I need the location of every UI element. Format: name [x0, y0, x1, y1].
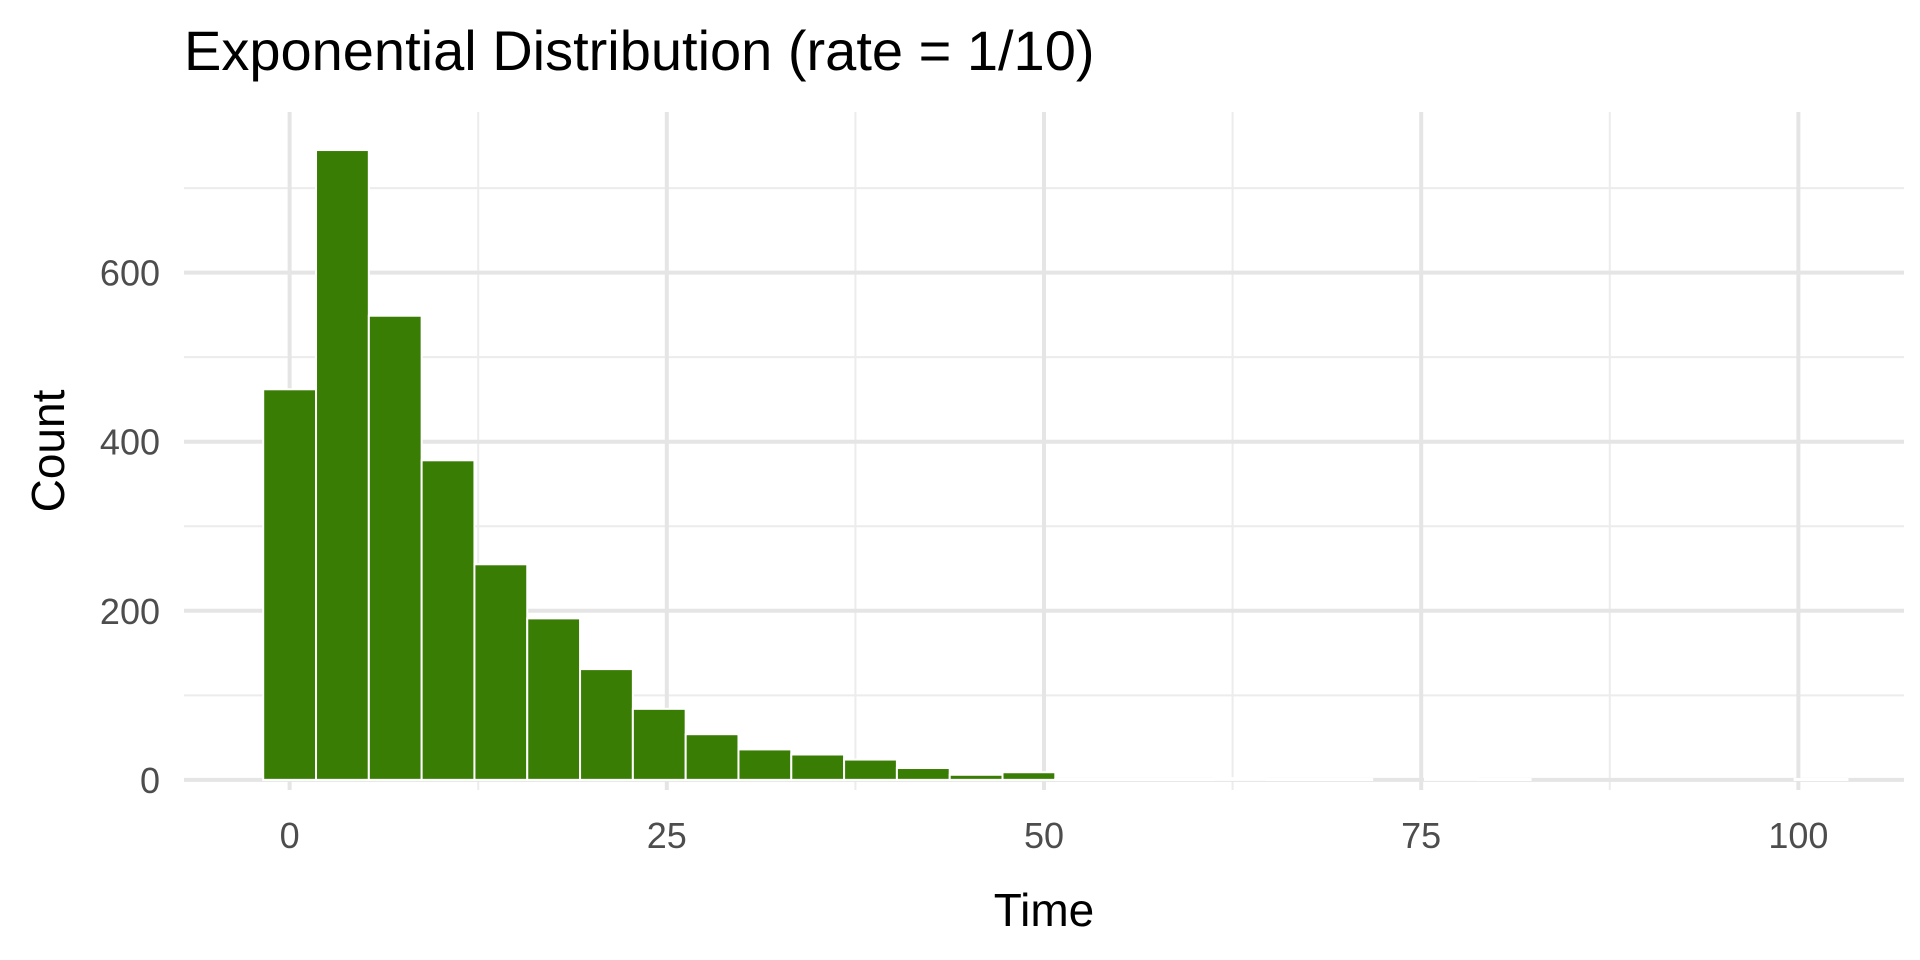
histogram-bar [315, 149, 370, 781]
histogram-bar [1001, 771, 1057, 781]
x-tick-label: 25 [647, 815, 687, 856]
histogram-bar [1107, 778, 1162, 782]
y-tick-label: 0 [140, 760, 160, 801]
histogram-bar [1476, 778, 1532, 782]
y-tick-label: 200 [100, 591, 160, 632]
y-axis-tick-labels: 0 200 400 600 [100, 253, 160, 801]
histogram-bar [684, 733, 740, 781]
histogram-bar [420, 459, 476, 781]
x-tick-label: 0 [280, 815, 300, 856]
histogram-bar [1265, 778, 1321, 782]
y-tick-label: 400 [100, 422, 160, 463]
histogram-bar [579, 668, 634, 781]
histogram-bar [526, 617, 582, 781]
y-axis-title: Count [22, 389, 74, 512]
histogram-bar [1793, 778, 1849, 782]
histogram-bar [1054, 778, 1110, 782]
histogram-bar [1318, 778, 1374, 782]
y-tick-label: 600 [100, 253, 160, 294]
histogram-bar [1159, 778, 1215, 782]
histogram-bar [895, 767, 951, 781]
histogram-bar [790, 753, 846, 781]
histogram-bar [737, 748, 793, 781]
histogram-bar [367, 314, 423, 781]
chart-title: Exponential Distribution (rate = 1/10) [184, 19, 1095, 82]
x-tick-label: 50 [1024, 815, 1064, 856]
x-tick-label: 75 [1401, 815, 1441, 856]
histogram-bars [262, 149, 1849, 782]
histogram-bar [948, 773, 1004, 781]
histogram-bar [843, 758, 898, 781]
histogram-bar [631, 707, 687, 781]
x-tick-label: 100 [1768, 815, 1828, 856]
histogram-bar [262, 388, 318, 781]
histogram-bar [473, 563, 529, 781]
x-axis-title: Time [994, 884, 1095, 936]
histogram-bar [1423, 777, 1479, 781]
x-axis-tick-labels: 0 25 50 75 100 [280, 815, 1829, 856]
histogram-bar [1212, 777, 1268, 781]
